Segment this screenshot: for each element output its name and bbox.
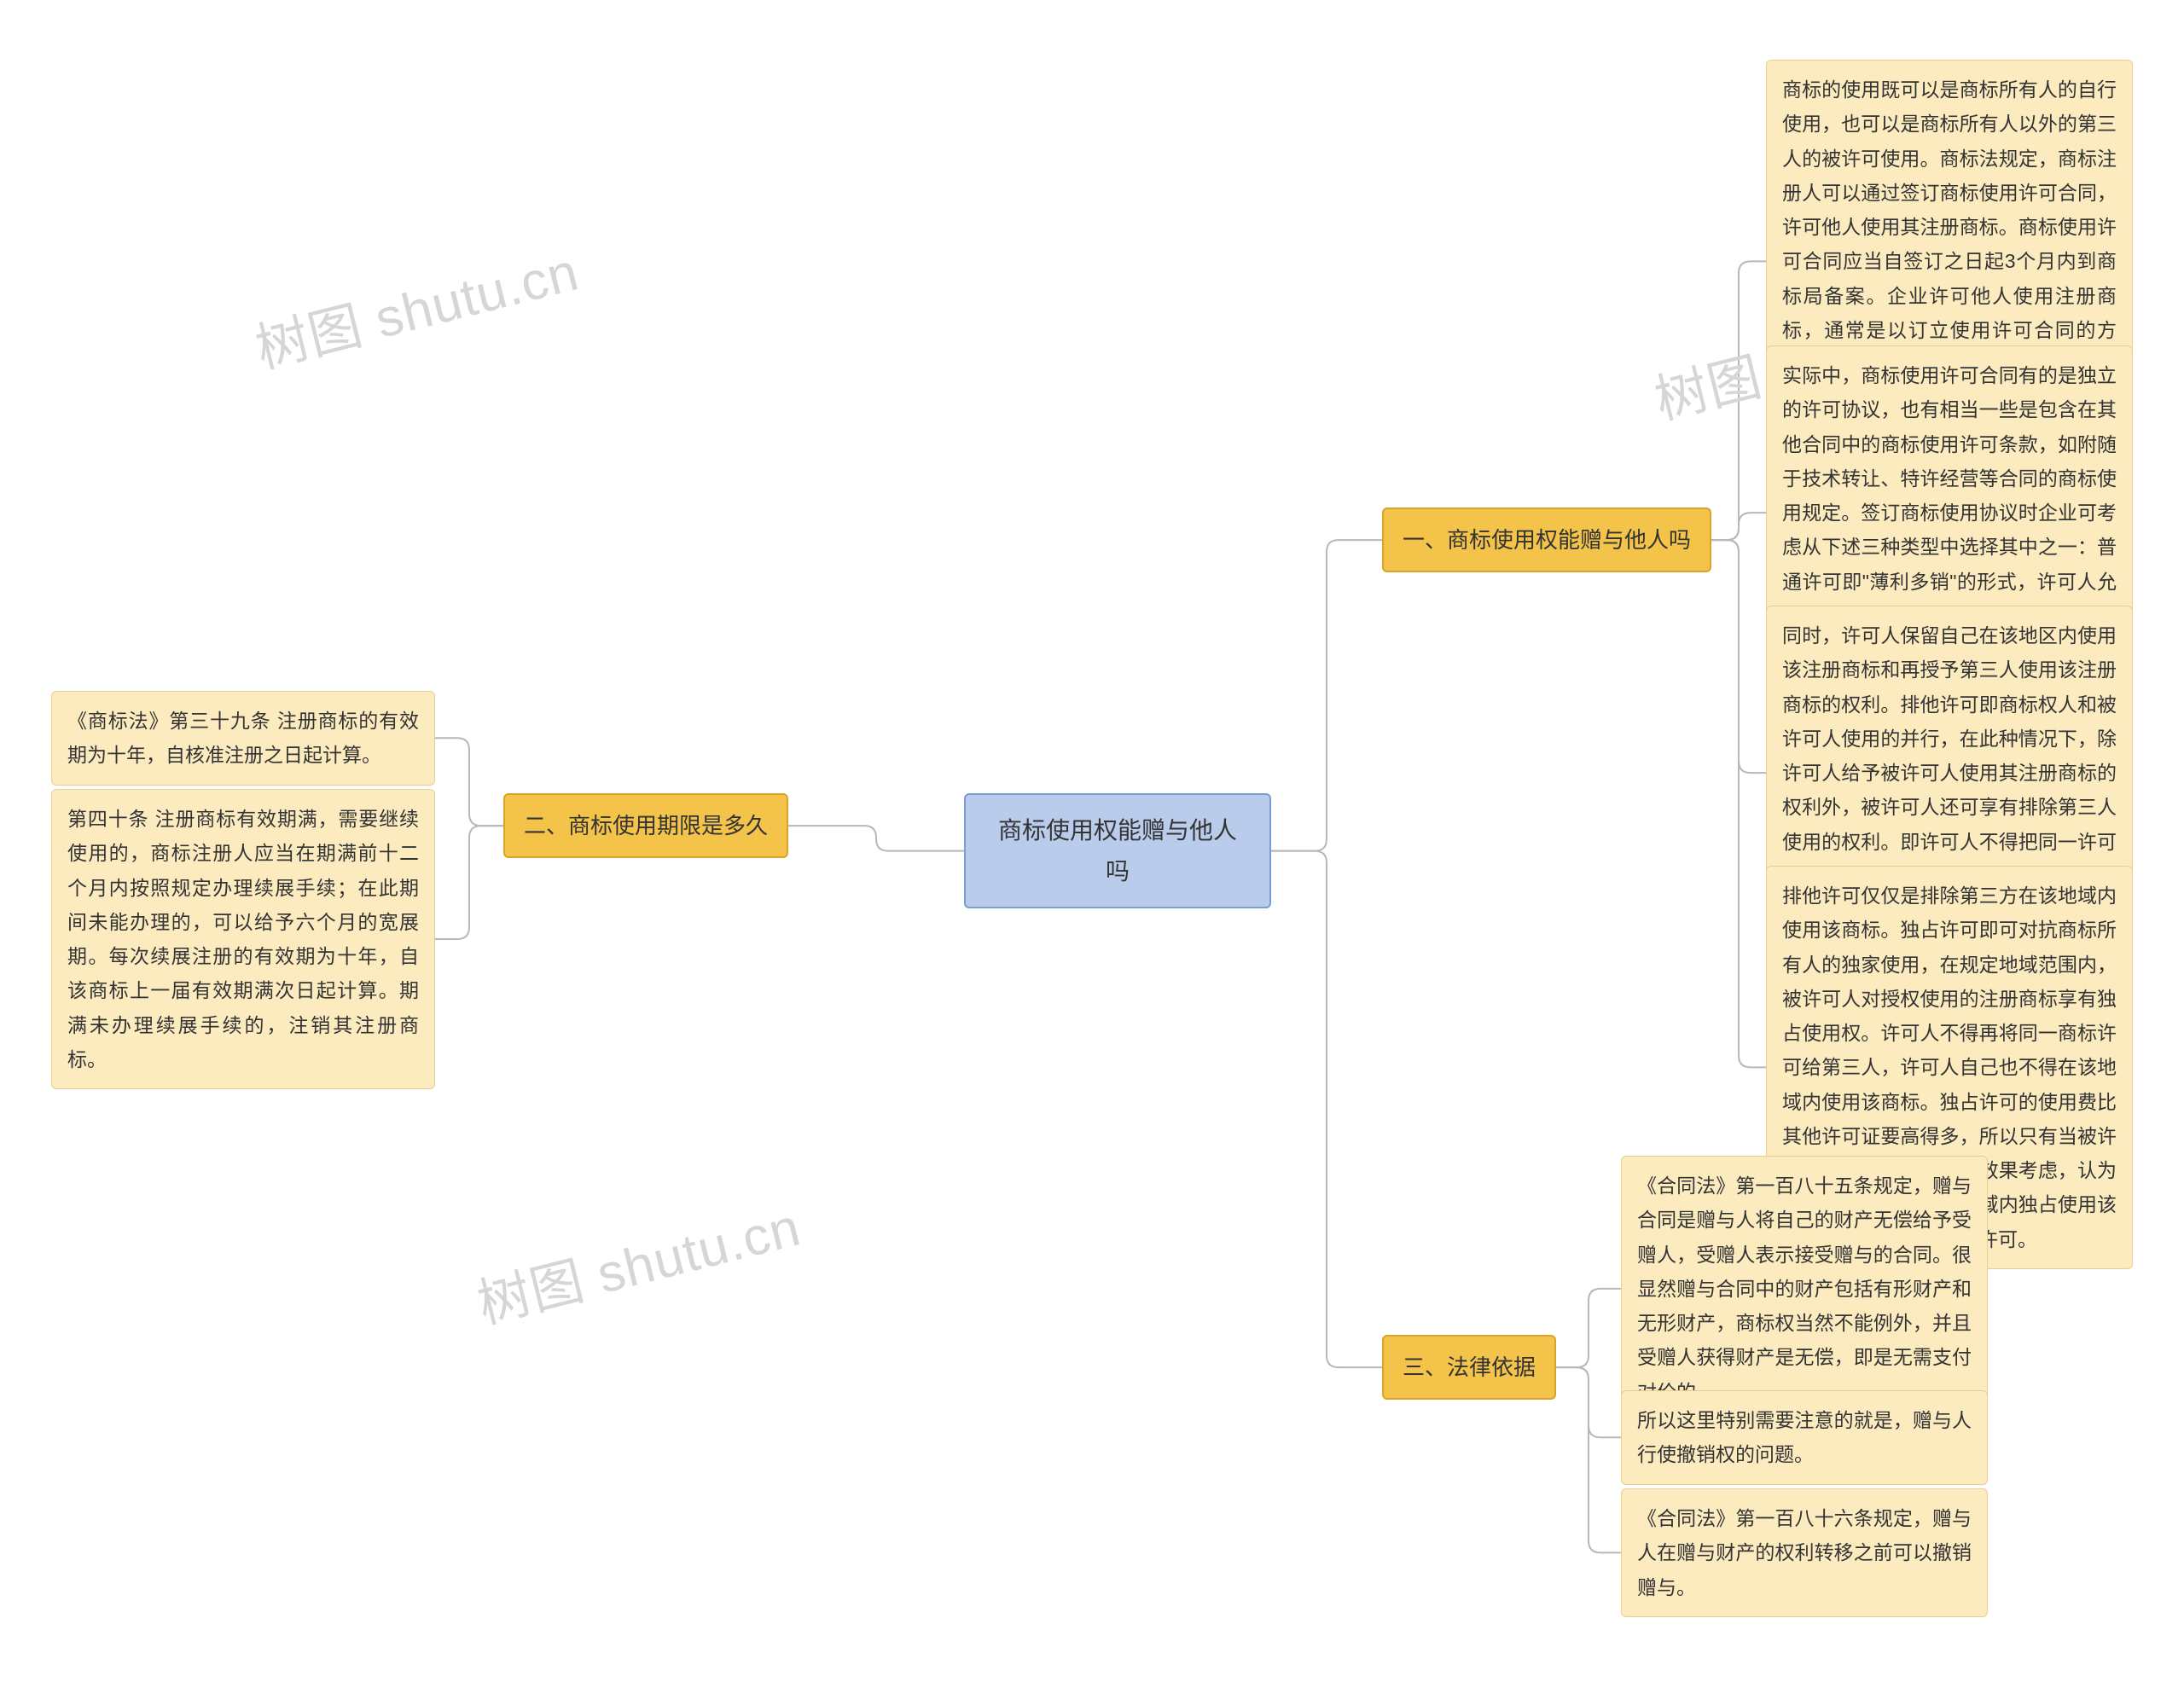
root-node[interactable]: 商标使用权能赠与他人吗 [964, 793, 1271, 908]
watermark: 树图 shutu.cn [468, 1184, 807, 1338]
branch-node[interactable]: 三、法律依据 [1382, 1335, 1556, 1400]
leaf-node[interactable]: 《合同法》第一百八十五条规定，赠与合同是赠与人将自己的财产无偿给予受赠人，受赠人… [1621, 1156, 1988, 1422]
branch-node[interactable]: 二、商标使用期限是多久 [503, 793, 788, 858]
leaf-node[interactable]: 《合同法》第一百八十六条规定，赠与人在赠与财产的权利转移之前可以撤销赠与。 [1621, 1488, 1988, 1617]
leaf-node[interactable]: 所以这里特别需要注意的就是，赠与人行使撤销权的问题。 [1621, 1390, 1988, 1485]
leaf-node[interactable]: 第四十条 注册商标有效期满，需要继续使用的，商标注册人应当在期满前十二个月内按照… [51, 789, 435, 1089]
leaf-node[interactable]: 《商标法》第三十九条 注册商标的有效期为十年，自核准注册之日起计算。 [51, 691, 435, 786]
branch-node[interactable]: 一、商标使用权能赠与他人吗 [1382, 508, 1711, 572]
watermark: 树图 shutu.cn [247, 229, 585, 383]
